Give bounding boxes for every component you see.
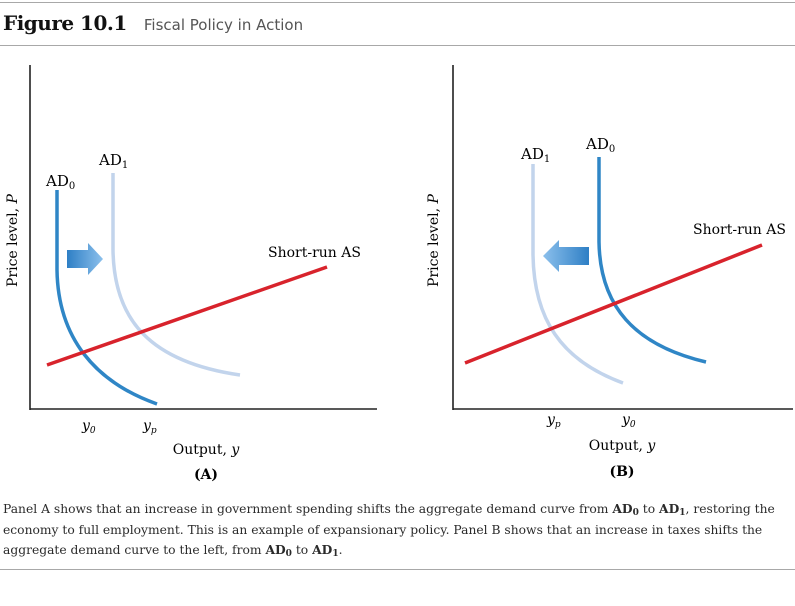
panel-b-as-label: Short-run AS [693,222,786,238]
panel-a: AD0 AD1 Short-run AS Price level, P y0 y… [5,65,377,483]
panel-a-as-label: Short-run AS [268,245,361,261]
caption-text: , restoring the economy to full employme… [3,502,775,557]
panel-b: AD1 AD0 Short-run AS Price level, P yp y… [426,65,793,480]
panel-b-tick-yp: yp [546,412,561,430]
panel-b-label: (B) [609,464,634,480]
heading-rule [0,45,795,46]
panel-b-ad1-label: AD1 [520,145,550,165]
figure-caption: Panel A shows that an increase in govern… [3,499,791,561]
panel-b-ad0-curve [597,157,707,364]
figure-label: Figure 10.1 [3,11,127,35]
panel-b-x-axis-label: Output, y [589,438,657,454]
figure-title: Fiscal Policy in Action [143,16,304,34]
panel-a-tick-y0: y0 [81,418,96,436]
caption-ad1: AD1 [659,501,686,518]
caption-ad0: AD0 [265,542,292,559]
panel-a-short-run-as-line [46,265,328,367]
panel-b-short-run-as-line [464,243,763,365]
panel-a-ad1-curve [111,173,241,377]
panel-a-shift-arrow-icon [67,243,103,275]
panel-b-ad0-label: AD0 [585,135,615,155]
top-rule [0,2,795,3]
caption-ad1: AD1 [312,542,339,559]
panel-b-ad1-curve [531,164,624,385]
caption-ad0: AD0 [612,501,639,518]
figure-heading: Figure 10.1 Fiscal Policy in Action [3,11,303,35]
panel-a-x-axis-label: Output, y [173,442,241,458]
panel-b-y-axis-label: Price level, P [426,193,442,287]
panel-b-shift-arrow-icon [543,240,589,272]
caption-text: to [291,543,313,557]
panel-a-y-axis-label: Price level, P [5,193,21,287]
panel-a-ad0-label: AD0 [45,172,75,192]
caption-text: to [638,502,660,516]
caption-text: . [338,543,343,557]
panel-a-tick-yp: yp [142,418,157,436]
bottom-rule [0,569,795,570]
caption-text: Panel A shows that an increase in govern… [3,502,613,516]
panel-a-ad0-curve [55,190,158,406]
panel-a-label: (A) [194,467,218,483]
panel-a-ad1-label: AD1 [98,151,128,171]
panel-b-tick-y0: y0 [621,412,636,430]
